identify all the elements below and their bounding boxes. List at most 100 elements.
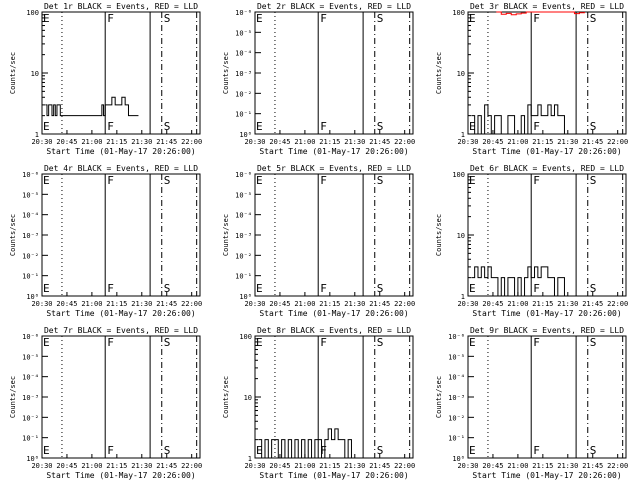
y-tick-label: 10⁰: [26, 455, 39, 463]
series-line-1: [471, 266, 565, 297]
panel-9: Det 9r BLACK = Events, RED = LLD Counts/s…: [435, 326, 628, 480]
x-tick-label: 21:15: [106, 300, 127, 308]
marker-label-bottom: S: [164, 120, 171, 133]
plot-frame: [41, 335, 201, 459]
y-tick-label: 10⁻⁴: [22, 212, 39, 220]
panel-4: Det 4r BLACK = Events, RED = LLD Counts/s…: [9, 164, 202, 318]
marker-label-top: F: [320, 12, 327, 25]
y-tick-label: 10⁻²: [235, 90, 252, 98]
y-axis-label: Counts/sec: [9, 376, 17, 418]
y-axis-label: Counts/sec: [222, 214, 230, 256]
y-tick-label: 10⁻³: [448, 394, 465, 402]
marker-label-top: F: [533, 336, 540, 349]
panel-title: Det 7r BLACK = Events, RED = LLD: [44, 326, 198, 335]
y-tick-label: 10⁻¹: [22, 435, 39, 443]
x-tick-label: 21:15: [532, 138, 553, 146]
x-tick-label: 22:00: [607, 138, 628, 146]
panel-title: Det 4r BLACK = Events, RED = LLD: [44, 164, 198, 173]
y-tick-label: 10⁻⁶: [22, 333, 39, 341]
x-tick-label: 21:00: [294, 462, 315, 470]
marker-label-bottom: S: [164, 444, 171, 457]
x-tick-label: 20:45: [56, 462, 77, 470]
marker-label-bottom: F: [320, 444, 327, 457]
y-tick-label: 10⁻²: [22, 252, 39, 260]
x-tick-label: 21:45: [582, 138, 603, 146]
marker-label-bottom: F: [533, 444, 540, 457]
x-tick-label: 20:30: [31, 300, 52, 308]
x-tick-label: 21:30: [131, 300, 152, 308]
marker-label-bottom: S: [377, 444, 384, 457]
marker-label-bottom: S: [164, 282, 171, 295]
y-tick-label: 10⁻³: [235, 70, 252, 78]
x-tick-label: 20:30: [244, 138, 265, 146]
x-tick-label: 20:30: [244, 300, 265, 308]
y-tick-label: 10⁰: [26, 293, 39, 301]
x-tick-label: 21:00: [507, 300, 528, 308]
y-tick-label: 10⁻⁴: [235, 50, 252, 58]
y-tick-label: 100: [26, 9, 39, 17]
marker-label-top: S: [164, 174, 171, 187]
x-tick-label: 21:30: [557, 138, 578, 146]
x-tick-label: 20:45: [56, 300, 77, 308]
x-tick-label: 21:00: [507, 138, 528, 146]
x-tick-label: 20:45: [482, 300, 503, 308]
x-tick-label: 21:00: [81, 462, 102, 470]
y-tick-label: 10⁰: [239, 131, 252, 139]
panel-title: Det 1r BLACK = Events, RED = LLD: [44, 2, 198, 11]
y-tick-label: 1: [461, 131, 465, 139]
x-tick-label: 21:15: [532, 300, 553, 308]
panel-title: Det 8r BLACK = Events, RED = LLD: [257, 326, 411, 335]
x-tick-label: 20:30: [31, 138, 52, 146]
plot-frame: [254, 11, 414, 135]
x-axis-label: Start Time (01-May-17 20:26:00): [472, 471, 621, 480]
x-tick-label: 21:30: [131, 138, 152, 146]
plot-frame: [254, 173, 414, 297]
edge-label-bottom: E: [469, 282, 476, 295]
plot-frame: [467, 335, 627, 459]
x-tick-label: 20:30: [457, 138, 478, 146]
y-tick-label: 1: [35, 131, 39, 139]
y-tick-label: 10⁻⁴: [22, 374, 39, 382]
x-tick-label: 21:45: [369, 300, 390, 308]
marker-label-bottom: F: [533, 120, 540, 133]
y-tick-label: 10⁻²: [22, 414, 39, 422]
y-tick-label: 10⁰: [239, 293, 252, 301]
edge-label-top: E: [469, 12, 476, 25]
panel-title: Det 9r BLACK = Events, RED = LLD: [470, 326, 624, 335]
x-tick-label: 22:00: [607, 462, 628, 470]
y-axis-label: Counts/sec: [435, 376, 443, 418]
x-axis-label: Start Time (01-May-17 20:26:00): [46, 147, 195, 156]
panel-6: Det 6r BLACK = Events, RED = LLD Counts/s…: [435, 164, 628, 318]
x-tick-label: 21:30: [344, 300, 365, 308]
y-tick-label: 10⁻⁶: [235, 171, 252, 179]
x-tick-label: 21:45: [369, 462, 390, 470]
x-tick-label: 20:45: [269, 462, 290, 470]
edge-label-bottom: E: [256, 444, 263, 457]
x-tick-label: 22:00: [181, 462, 202, 470]
y-axis-label: Counts/sec: [222, 52, 230, 94]
x-tick-label: 22:00: [394, 138, 415, 146]
x-tick-label: 22:00: [607, 300, 628, 308]
edge-label-top: E: [43, 12, 50, 25]
y-tick-label: 10⁻⁶: [22, 171, 39, 179]
y-tick-label: 100: [452, 9, 465, 17]
y-tick-label: 100: [239, 333, 252, 341]
x-tick-label: 21:15: [106, 138, 127, 146]
panel-title: Det 3r BLACK = Events, RED = LLD: [470, 2, 624, 11]
x-tick-label: 21:45: [156, 462, 177, 470]
y-tick-label: 1: [461, 293, 465, 301]
edge-label-top: E: [43, 174, 50, 187]
series-line-1: [258, 428, 352, 459]
marker-label-bottom: F: [107, 282, 114, 295]
x-tick-label: 21:30: [557, 300, 578, 308]
panel-title: Det 6r BLACK = Events, RED = LLD: [470, 164, 624, 173]
series-line-1: [45, 96, 139, 117]
x-axis-label: Start Time (01-May-17 20:26:00): [472, 147, 621, 156]
marker-label-bottom: S: [590, 444, 597, 457]
y-tick-label: 10⁻⁵: [22, 353, 39, 361]
y-axis-label: Counts/sec: [9, 52, 17, 94]
y-tick-label: 10⁻⁶: [448, 333, 465, 341]
y-tick-label: 10⁻⁵: [235, 191, 252, 199]
y-tick-label: 10: [31, 70, 39, 78]
